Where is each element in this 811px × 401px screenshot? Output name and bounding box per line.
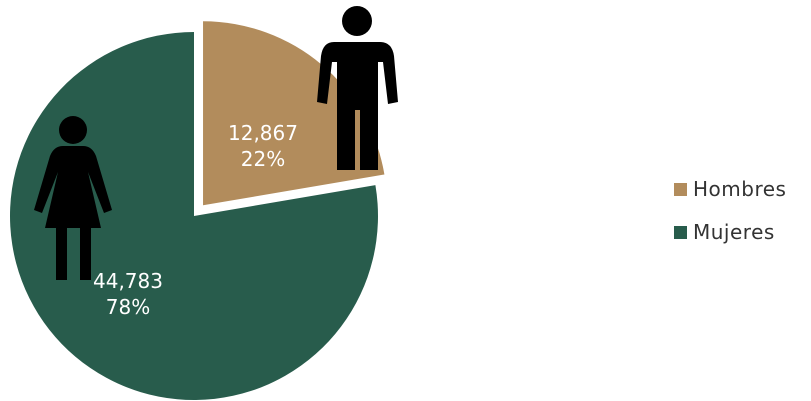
legend: Hombres Mujeres <box>674 176 786 262</box>
legend-item-hombres: Hombres <box>674 176 786 202</box>
pie-slice-mujeres <box>10 32 379 400</box>
legend-swatch-hombres <box>674 182 687 196</box>
slice-percent-label-hombres: 22% <box>241 147 285 171</box>
slice-value-label-mujeres: 44,783 <box>93 269 163 293</box>
legend-item-mujeres: Mujeres <box>674 219 786 245</box>
slice-percent-label-mujeres: 78% <box>106 295 150 319</box>
legend-swatch-mujeres <box>674 225 687 239</box>
man-icon <box>317 6 398 170</box>
legend-label-mujeres: Mujeres <box>693 220 775 244</box>
slice-value-label-hombres: 12,867 <box>228 121 298 145</box>
legend-label-hombres: Hombres <box>693 177 787 201</box>
woman-icon <box>34 116 112 280</box>
